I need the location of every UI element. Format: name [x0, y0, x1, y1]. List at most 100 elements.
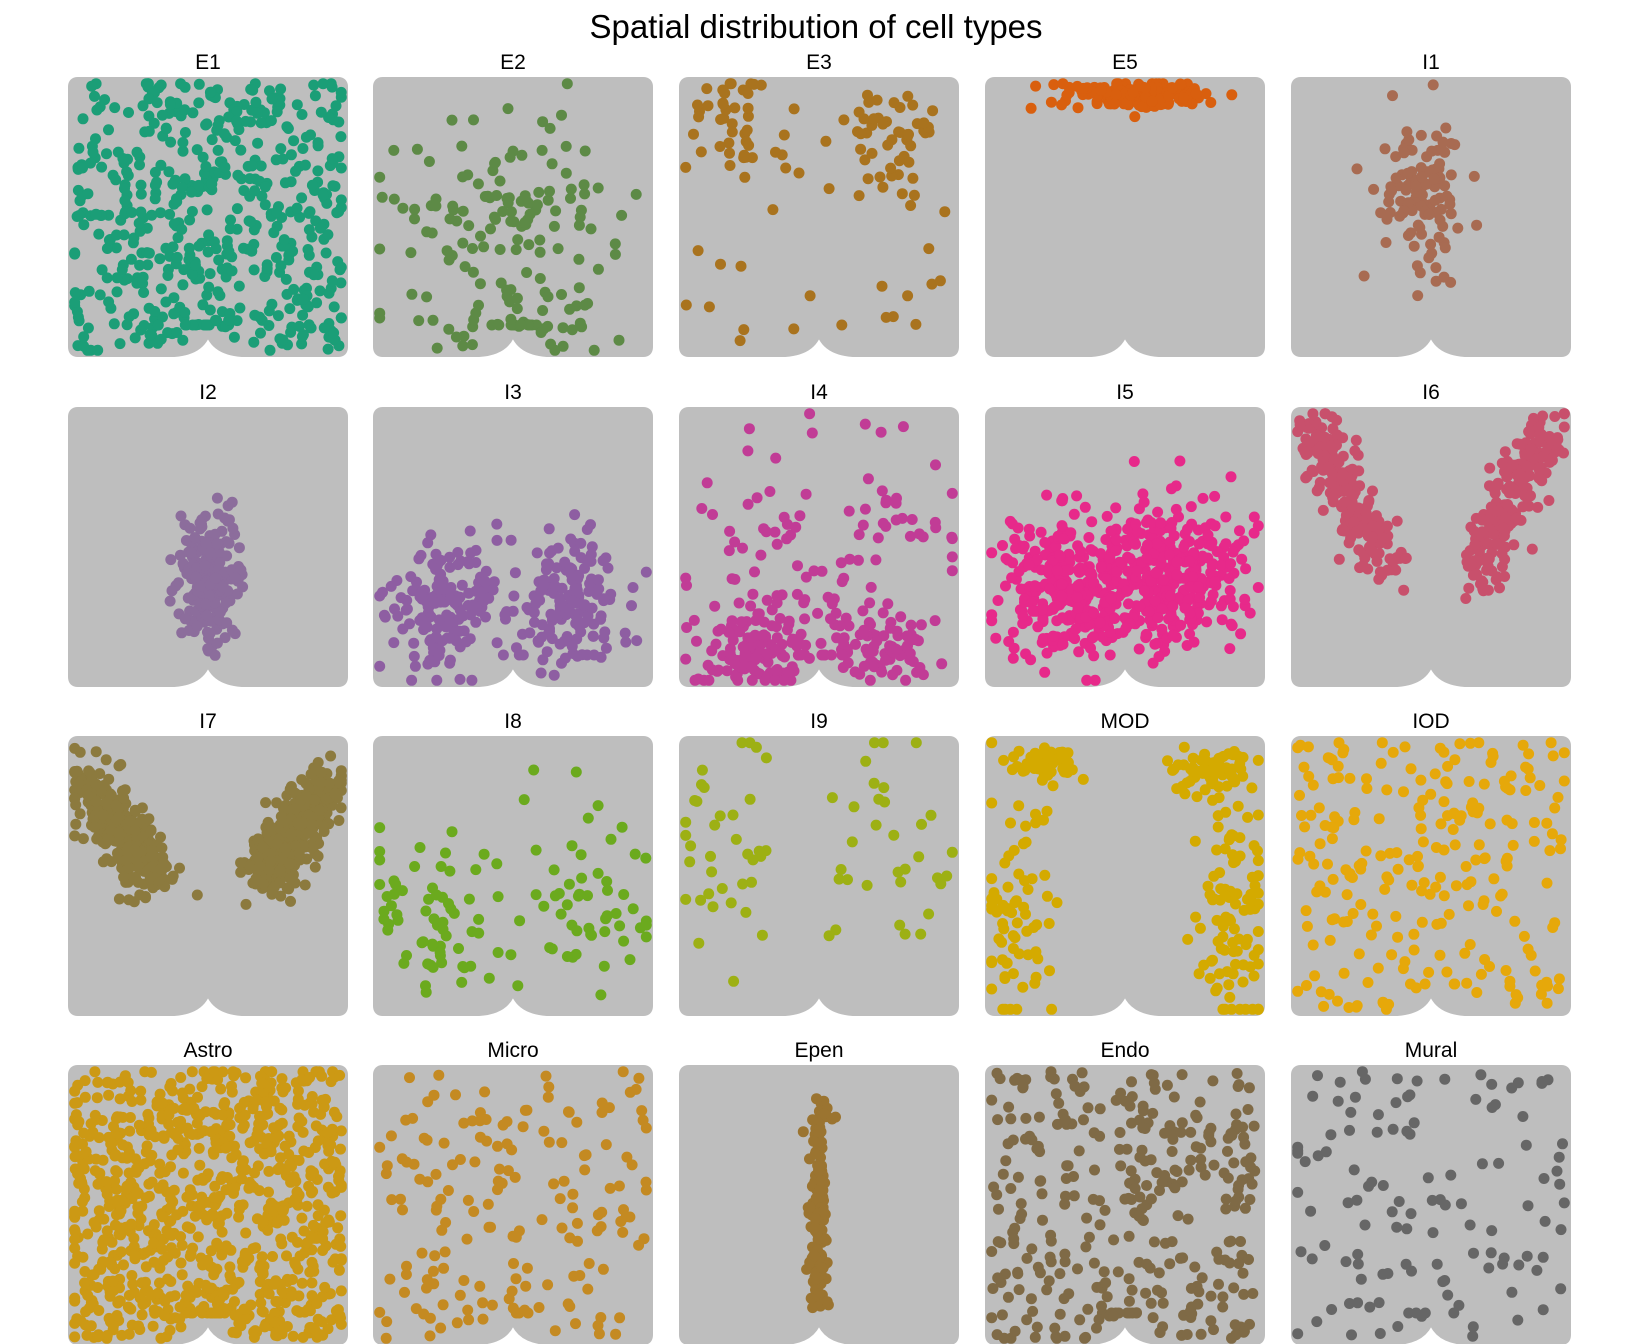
cell-point: [861, 879, 873, 891]
cell-point: [696, 779, 707, 791]
cell-point: [561, 899, 573, 911]
cell-point: [467, 266, 479, 278]
cell-point: [1104, 649, 1116, 661]
cell-point: [200, 119, 212, 131]
cell-point: [322, 343, 334, 355]
cell-point: [857, 605, 869, 617]
cell-point: [1202, 529, 1214, 541]
cell-point: [1514, 438, 1526, 450]
cell-point: [1499, 446, 1511, 458]
cell-point: [1252, 809, 1264, 821]
cell-point: [1360, 507, 1372, 519]
cell-point: [1032, 621, 1044, 633]
cell-point: [859, 418, 871, 430]
cell-point: [855, 143, 867, 155]
cell-point: [1006, 572, 1018, 584]
cell-point: [312, 850, 324, 862]
cell-point: [413, 315, 425, 327]
cell-point: [135, 188, 147, 200]
cell-point: [812, 607, 824, 619]
cell-point: [1461, 977, 1473, 989]
cell-point: [261, 263, 273, 274]
cell-point: [1408, 944, 1420, 956]
cell-point: [305, 768, 317, 780]
cell-point: [143, 93, 155, 105]
cell-point: [405, 247, 417, 259]
cell-point: [1430, 262, 1442, 274]
cell-point: [794, 510, 806, 522]
cell-point: [1206, 955, 1217, 967]
cell-point: [1383, 874, 1395, 886]
cell-point: [478, 848, 490, 860]
cell-point: [320, 247, 332, 259]
cell-point: [293, 320, 305, 332]
cell-point: [866, 147, 878, 159]
cell-point: [858, 660, 870, 672]
cell-point: [221, 1207, 233, 1219]
cell-point: [256, 1251, 268, 1263]
cell-point: [534, 273, 546, 284]
cell-point: [186, 186, 197, 198]
cell-point: [788, 323, 800, 335]
cell-point: [229, 572, 241, 584]
cell-point: [572, 890, 584, 902]
cell-point: [268, 227, 280, 239]
cell-point: [254, 860, 266, 872]
cell-point: [1338, 525, 1350, 537]
cell-point: [131, 146, 143, 158]
cell-point: [126, 1096, 138, 1107]
cell-point: [483, 972, 495, 984]
cell-point: [231, 106, 243, 118]
cell-point: [724, 160, 736, 171]
cell-point: [1491, 905, 1502, 917]
cell-point: [556, 582, 568, 594]
cell-point: [1133, 643, 1145, 655]
cell-point: [1056, 520, 1068, 532]
cell-point: [1386, 949, 1398, 961]
cell-point: [1307, 408, 1319, 420]
cell-point: [266, 93, 278, 105]
panel-title: I2: [199, 381, 217, 404]
cell-point: [715, 258, 726, 270]
cell-point: [790, 521, 802, 533]
cell-point: [330, 100, 342, 112]
cell-point: [121, 319, 133, 331]
cell-point: [1181, 777, 1193, 789]
cell-point: [750, 741, 762, 753]
cell-point: [778, 129, 790, 141]
cell-point: [1037, 633, 1049, 645]
cell-point: [411, 143, 423, 155]
cell-point: [1496, 457, 1508, 469]
cell-point: [888, 97, 900, 109]
cell-point: [291, 99, 303, 111]
cell-point: [1427, 79, 1439, 91]
cell-point: [1450, 880, 1462, 892]
cell-point: [1549, 802, 1561, 814]
cell-point: [171, 327, 183, 338]
cell-point: [98, 779, 110, 791]
cell-point: [507, 605, 519, 617]
cell-point: [1358, 270, 1370, 282]
cell-point: [309, 90, 321, 102]
cell-point: [1445, 208, 1457, 220]
cell-point: [836, 649, 848, 661]
cell-point: [991, 906, 1003, 918]
cell-point: [511, 642, 522, 654]
cell-point: [1319, 431, 1331, 443]
cell-point: [900, 674, 912, 686]
cell-point: [1460, 861, 1472, 872]
cell-point: [536, 619, 548, 631]
cell-point: [1041, 805, 1053, 817]
cell-point: [1338, 916, 1350, 928]
cell-point: [175, 510, 187, 522]
cell-point: [201, 204, 213, 216]
cell-point: [586, 929, 597, 941]
cell-point: [1350, 434, 1362, 446]
cell-point: [770, 665, 782, 676]
cell-point: [1333, 553, 1345, 565]
cell-point: [1218, 551, 1230, 563]
cell-point: [421, 291, 433, 303]
cell-point: [1120, 622, 1132, 634]
cell-point: [905, 200, 917, 211]
cell-point: [925, 809, 937, 821]
